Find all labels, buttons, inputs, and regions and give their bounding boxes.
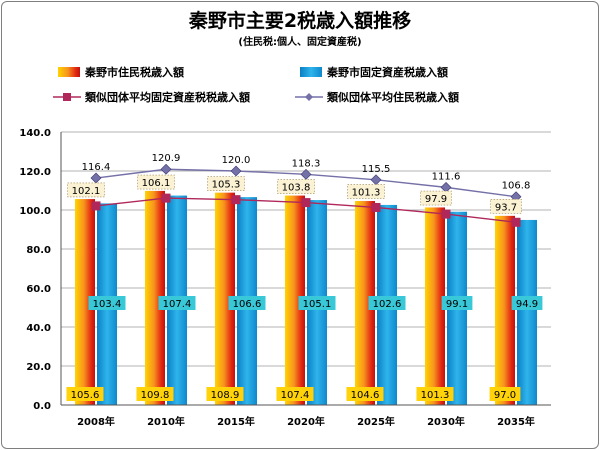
label-similar-property-tax: 93.7 <box>495 202 517 213</box>
label-resident-tax-box <box>416 387 454 401</box>
label-property-tax: 103.4 <box>93 299 122 310</box>
y-tick-label: 80.0 <box>26 245 51 256</box>
label-similar-resident-tax: 120.0 <box>222 155 251 166</box>
label-resident-tax-box <box>206 387 244 401</box>
label-similar-resident-tax: 118.3 <box>292 158 321 169</box>
legend-label: 類似団体平均固定資産税税歳入額 <box>84 90 250 104</box>
label-resident-tax: 97.0 <box>494 390 516 401</box>
y-tick-label: 100.0 <box>19 206 51 217</box>
marker-similar-property-tax <box>511 217 521 227</box>
legend-swatch-property-tax <box>300 67 322 77</box>
bar-resident-tax <box>145 190 165 405</box>
label-similar-resident-tax: 106.8 <box>502 181 531 192</box>
legend-label: 類似団体平均住民税歳入額 <box>326 90 459 104</box>
label-property-tax-box <box>158 296 196 310</box>
marker-similar-property-tax <box>371 202 381 212</box>
bar-resident-tax <box>425 207 445 405</box>
y-tick-label: 60.0 <box>26 284 51 295</box>
marker-similar-resident-tax <box>90 172 102 184</box>
label-resident-tax: 108.9 <box>211 390 240 401</box>
axes: 0.0 20.0 40.0 60.0 80.0 100.0 120.0 140.0 2008年 2… <box>19 128 551 428</box>
marker-similar-property-tax <box>231 195 241 205</box>
label-similar-property-tax-box <box>277 179 315 194</box>
bar-resident-tax <box>285 195 305 405</box>
marker-similar-property-tax <box>161 193 171 203</box>
label-similar-resident-tax: 116.4 <box>82 162 111 173</box>
label-similar-property-tax-box <box>137 174 175 190</box>
label-resident-tax-box <box>276 387 314 401</box>
label-similar-property-tax: 106.1 <box>142 178 171 189</box>
label-property-tax: 106.6 <box>233 299 262 310</box>
bar-property-tax <box>517 219 537 405</box>
bar-resident-tax <box>75 199 95 405</box>
y-tick-label: 20.0 <box>26 362 51 373</box>
label-similar-property-tax: 103.8 <box>282 183 311 194</box>
label-similar-property-tax-box <box>67 182 105 198</box>
x-tick-label: 2030年 <box>427 415 465 428</box>
label-resident-tax-box <box>346 387 384 401</box>
label-property-tax-box <box>368 296 406 310</box>
label-similar-resident-tax: 115.5 <box>362 164 391 175</box>
y-tick-label: 40.0 <box>26 323 51 334</box>
label-similar-property-tax: 105.3 <box>212 180 241 191</box>
label-similar-resident-tax: 120.9 <box>152 153 181 164</box>
x-tick-label: 2025年 <box>357 415 395 428</box>
label-similar-property-tax-box <box>420 190 452 206</box>
label-resident-tax-box <box>136 387 174 401</box>
x-tick-label: 2008年 <box>77 415 115 428</box>
label-property-tax-box <box>228 296 266 310</box>
label-similar-property-tax: 97.9 <box>425 194 447 205</box>
chart-title: 秦野市主要2税歳入額推移 <box>188 10 412 32</box>
y-tick-label: 140.0 <box>19 128 51 139</box>
label-similar-property-tax: 102.1 <box>72 186 101 197</box>
label-similar-property-tax-box <box>490 198 522 214</box>
bar-resident-tax <box>495 215 515 405</box>
label-property-tax: 107.4 <box>163 299 192 310</box>
legend-marker-similar-property-tax <box>63 93 71 101</box>
label-resident-tax: 105.6 <box>71 390 100 401</box>
y-tick-label: 0.0 <box>33 401 51 412</box>
label-similar-resident-tax: 111.6 <box>432 171 461 182</box>
label-property-tax-box <box>511 296 543 310</box>
lines <box>90 163 522 227</box>
label-similar-property-tax-box <box>207 176 245 191</box>
x-tick-label: 2015年 <box>217 415 255 428</box>
chart-subtitle: (住民税:個人、固定資産税) <box>238 37 362 48</box>
marker-similar-resident-tax <box>370 174 382 186</box>
value-labels: 116.4 102.1 103.4 105.6 120.9 106.1 107.4 109.8… <box>66 153 543 401</box>
label-property-tax-box <box>441 296 473 310</box>
label-resident-tax: 104.6 <box>351 390 380 401</box>
legend-swatch-resident-tax <box>58 67 80 77</box>
label-property-tax-box <box>298 296 336 310</box>
marker-similar-resident-tax <box>160 163 172 175</box>
x-tick-label: 2020年 <box>287 415 325 428</box>
label-property-tax: 94.9 <box>516 299 538 310</box>
label-resident-tax-box <box>489 387 521 401</box>
label-resident-tax: 101.3 <box>421 390 450 401</box>
y-tick-label: 120.0 <box>19 167 51 178</box>
legend-label: 秦野市固定資産税歳入額 <box>326 65 448 79</box>
bar-resident-tax <box>355 201 375 405</box>
label-property-tax: 102.6 <box>373 299 402 310</box>
label-property-tax-box <box>88 296 126 310</box>
label-similar-property-tax-box <box>347 184 385 199</box>
marker-similar-property-tax <box>91 201 101 211</box>
legend-label: 秦野市住民税歳入額 <box>84 65 184 79</box>
x-tick-label: 2035年 <box>497 415 535 428</box>
marker-similar-property-tax <box>441 209 451 219</box>
marker-similar-property-tax <box>301 198 311 208</box>
x-tick-label: 2010年 <box>147 415 185 428</box>
legend-marker-similar-resident-tax <box>305 93 313 101</box>
label-property-tax: 105.1 <box>303 299 332 310</box>
label-resident-tax-box <box>66 387 104 401</box>
label-property-tax: 99.1 <box>446 299 468 310</box>
label-resident-tax: 109.8 <box>141 390 170 401</box>
marker-similar-resident-tax <box>230 165 242 177</box>
label-resident-tax: 107.4 <box>281 390 310 401</box>
bar-resident-tax <box>215 192 235 405</box>
label-similar-property-tax: 101.3 <box>352 187 381 198</box>
